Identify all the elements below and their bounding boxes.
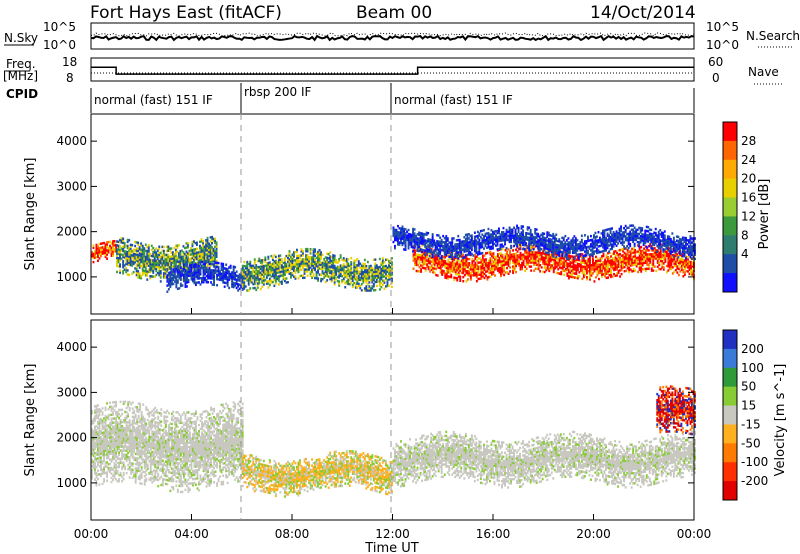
- xtick-label: 00:00: [74, 527, 109, 541]
- power-data: [91, 224, 696, 293]
- nsky-tick-bottom: 10^0: [43, 38, 76, 52]
- nsearch-label: N.Search: [746, 29, 800, 43]
- xtick-label: 12:00: [375, 527, 410, 541]
- velocity-band-4: [656, 385, 696, 436]
- velocity-cbar-tick: -50: [741, 436, 761, 450]
- velocity-cbar-swatch: [723, 386, 737, 407]
- date-title: 14/Oct/2014: [590, 3, 696, 23]
- freq-tick-top: 18: [62, 55, 77, 69]
- velocity-cbar-tick: 15: [741, 399, 756, 413]
- velocity-cbar-swatch: [723, 330, 737, 350]
- velocity-band-3: [392, 430, 696, 489]
- velocity-data: [91, 385, 696, 498]
- nave-label: Nave: [748, 65, 779, 79]
- velocity-y-axis: 1000 2000 3000 4000: [56, 340, 694, 490]
- velocity-colorbar: 200 100 50 15 -15 -50 -100 -200: [722, 329, 768, 501]
- power-cbar-swatch: [723, 254, 737, 274]
- velocity-cbar-swatch: [723, 424, 737, 444]
- power-ytick-label: 2000: [56, 225, 87, 239]
- velocity-cbar-swatch: [723, 443, 737, 463]
- nsky-trace: [90, 32, 695, 42]
- xtick-label: 04:00: [174, 527, 209, 541]
- velocity-ylabel: Slant Range [km]: [23, 364, 38, 477]
- nsearch-tick-bottom: 10^0: [706, 38, 739, 52]
- xtick-label: 20:00: [576, 527, 611, 541]
- freq-label: Freq.: [6, 57, 36, 71]
- freq-unit: [MHz]: [3, 69, 38, 83]
- freq-line: [91, 66, 694, 75]
- power-y-axis: 1000 2000 3000 4000: [56, 134, 694, 284]
- site-title: Fort Hays East (fitACF): [90, 3, 282, 23]
- cpid-boundaries: [240, 114, 392, 520]
- power-cbar-tick: 16: [741, 191, 756, 205]
- cpid-segment-1: normal (fast) 151 IF: [94, 93, 213, 107]
- velocity-cbar-swatch: [723, 462, 737, 482]
- velocity-cbar-swatch: [723, 367, 737, 388]
- power-ylabel: Slant Range [km]: [23, 158, 38, 271]
- cpid-segment-2: rbsp 200 IF: [244, 85, 311, 99]
- velocity-cbar-swatch: [723, 481, 737, 501]
- velocity-ytick-label: 3000: [56, 385, 87, 399]
- velocity-ytick-label: 4000: [56, 340, 87, 354]
- velocity-band-2: [241, 449, 393, 498]
- power-cbar-tick: 28: [741, 134, 756, 148]
- velocity-cbar-tick: -200: [741, 474, 768, 488]
- power-cbar-swatch: [723, 273, 737, 293]
- power-cbar-swatch: [723, 140, 737, 161]
- nsearch-tick-top: 10^5: [706, 20, 739, 34]
- power-cbar-swatch: [723, 216, 737, 236]
- velocity-ytick-label: 1000: [56, 476, 87, 490]
- velocity-cbar-tick: -15: [741, 417, 761, 431]
- freq-panel: [90, 57, 695, 82]
- power-colorbar: 28 24 20 16 12 8 4: [722, 121, 756, 293]
- power-cbar-tick: 12: [741, 209, 756, 223]
- power-cbar-tick: 8: [741, 228, 749, 242]
- velocity-cbar-swatch: [723, 405, 737, 425]
- power-band-4: [241, 247, 393, 292]
- nave-tick-bottom: 0: [712, 71, 720, 85]
- power-ytick-label: 1000: [56, 270, 87, 284]
- velocity-ytick-label: 2000: [56, 431, 87, 445]
- cpid-label: CPID: [6, 87, 38, 101]
- velocity-cbar-tick: 100: [741, 361, 764, 375]
- power-cbar-tick: 24: [741, 153, 756, 167]
- xtick-label: 08:00: [275, 527, 310, 541]
- power-cbar-swatch: [723, 159, 737, 180]
- nsky-series: [90, 34, 695, 42]
- power-cbar-tick: 4: [741, 247, 749, 261]
- nsky-tick-top: 10^5: [43, 20, 76, 34]
- velocity-panel-bg: [91, 320, 694, 520]
- velocity-cbar-label: Velocity [m s^-1]: [773, 364, 788, 477]
- nsky-panel: [90, 22, 695, 50]
- velocity-cbar-tick: 200: [741, 342, 764, 356]
- power-ytick-label: 4000: [56, 134, 87, 148]
- power-cbar-swatch: [723, 197, 737, 217]
- xtick-label: 00:00: [677, 527, 712, 541]
- power-cbar-swatch: [723, 122, 737, 142]
- velocity-band-1: [91, 400, 244, 494]
- velocity-cbar-tick: 50: [741, 380, 756, 394]
- power-cbar-swatch: [723, 178, 737, 199]
- power-cbar-tick: 20: [741, 172, 756, 186]
- xtick-label: 16:00: [476, 527, 511, 541]
- power-cbar-label: Power [dB]: [757, 179, 772, 250]
- power-cbar-swatch: [723, 235, 737, 255]
- time-axis: 00:00 04:00 08:00 12:00 16:00 20:00 00:00: [74, 308, 712, 541]
- velocity-cbar-swatch: [723, 348, 737, 369]
- power-band-6: [392, 224, 696, 261]
- nave-tick-top: 60: [708, 55, 723, 69]
- cpid-segment-3: normal (fast) 151 IF: [394, 93, 513, 107]
- nsearch-series: [90, 32, 695, 37]
- beam-title: Beam 00: [356, 3, 432, 23]
- power-ytick-label: 3000: [56, 179, 87, 193]
- xlabel: Time UT: [364, 541, 418, 554]
- power-band-3: [166, 260, 244, 293]
- freq-tick-bottom: 8: [66, 71, 74, 85]
- power-band-1: [91, 240, 118, 264]
- velocity-cbar-tick: -100: [741, 455, 768, 469]
- nsky-label: N.Sky: [4, 31, 38, 45]
